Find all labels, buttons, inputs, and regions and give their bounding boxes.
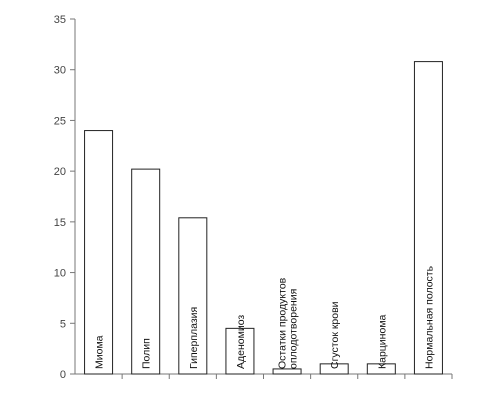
y-tick-label: 0 [60, 369, 66, 381]
bar [366, 363, 396, 375]
category-label: Гиперплазия [188, 307, 200, 369]
y-tick-label: 10 [54, 268, 66, 280]
y-tick-label: 15 [54, 217, 66, 229]
y-tick-label: 5 [60, 318, 66, 330]
category-label: Сгусток крови [329, 301, 341, 369]
y-tick-label: 20 [54, 166, 66, 178]
axes: 0 5 10 15 20 25 30 35 [54, 14, 453, 381]
y-tick-label: 35 [54, 14, 66, 26]
category-labels: Миома Полип Гиперплазия Аденомиоз Остатки пр… [94, 265, 436, 369]
bar [131, 168, 161, 375]
category-label: Миома [94, 335, 106, 369]
bar [225, 327, 255, 375]
category-label: Аденомиоз [235, 315, 247, 369]
category-label-line: Карцинома [376, 314, 388, 369]
category-label: Карцинома [376, 314, 388, 369]
category-label: Остатки продуктовоплодотворения [277, 277, 300, 369]
category-label-line: Аденомиоз [235, 315, 247, 369]
category-label-line: Сгусток крови [329, 301, 341, 369]
category-label-line: Остатки продуктов [277, 277, 289, 369]
bar [413, 61, 443, 375]
bar [319, 363, 349, 375]
category-label-line: Миома [94, 335, 106, 369]
category-label: Нормальная полость [423, 265, 435, 369]
category-label-line: Нормальная полость [423, 265, 435, 369]
bar [84, 130, 114, 375]
category-label: Полип [141, 338, 153, 369]
bar [178, 217, 208, 375]
category-label-line: Полип [141, 338, 153, 369]
y-tick-label: 30 [54, 65, 66, 77]
bars [84, 61, 443, 375]
category-label-line: Гиперплазия [188, 307, 200, 369]
bar [272, 368, 302, 375]
category-label-line: оплодотворения [288, 289, 300, 369]
y-tick-label: 25 [54, 115, 66, 127]
